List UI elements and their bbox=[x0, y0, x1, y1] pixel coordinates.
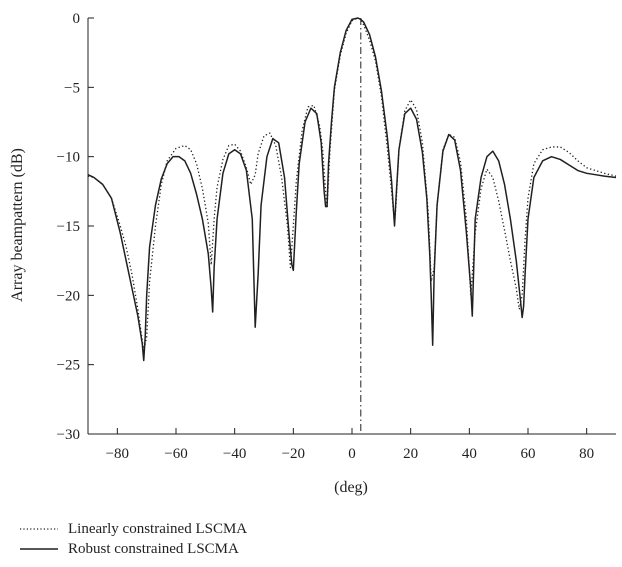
y-tick-label: −20 bbox=[57, 288, 80, 304]
y-tick-label: 0 bbox=[73, 11, 81, 27]
legend-label-linear: Linearly constrained LSCMA bbox=[68, 520, 248, 537]
x-tick-label: −40 bbox=[223, 446, 246, 462]
tick-marks bbox=[88, 17, 588, 435]
legend-label-robust: Robust constrained LSCMA bbox=[68, 540, 239, 557]
legend: Linearly constrained LSCMA Robust constr… bbox=[20, 519, 247, 559]
tick-labels: −80 −60 −40 −20 0 20 40 60 80 0 −5 −10 −15 −20 −25 −30 bbox=[57, 11, 595, 462]
y-axis-title: Array beampattern (dB) bbox=[9, 148, 26, 302]
legend-item-robust: Robust constrained LSCMA bbox=[20, 539, 247, 559]
x-axis-title: (deg) bbox=[334, 479, 368, 496]
x-tick-label: 20 bbox=[403, 446, 418, 462]
plot-marks bbox=[87, 17, 617, 434]
x-tick-label: 80 bbox=[579, 446, 594, 462]
x-tick-label: −60 bbox=[164, 446, 187, 462]
x-tick-label: −80 bbox=[106, 446, 129, 462]
axes bbox=[87, 18, 616, 435]
x-tick-label: 40 bbox=[462, 446, 477, 462]
y-tick-label: −30 bbox=[57, 427, 80, 443]
legend-swatch-solid bbox=[20, 546, 58, 552]
legend-item-linear: Linearly constrained LSCMA bbox=[20, 519, 247, 539]
y-tick-label: −5 bbox=[64, 80, 80, 96]
y-tick-label: −15 bbox=[57, 219, 80, 235]
x-tick-label: −20 bbox=[282, 446, 305, 462]
series-line-robust-constrained bbox=[87, 17, 617, 362]
legend-swatch-dotted bbox=[20, 526, 58, 532]
y-tick-label: −25 bbox=[57, 358, 80, 374]
x-tick-label: 0 bbox=[348, 446, 356, 462]
y-tick-label: −10 bbox=[57, 150, 80, 166]
series-line-linearly-constrained bbox=[87, 17, 617, 352]
x-tick-label: 60 bbox=[521, 446, 536, 462]
